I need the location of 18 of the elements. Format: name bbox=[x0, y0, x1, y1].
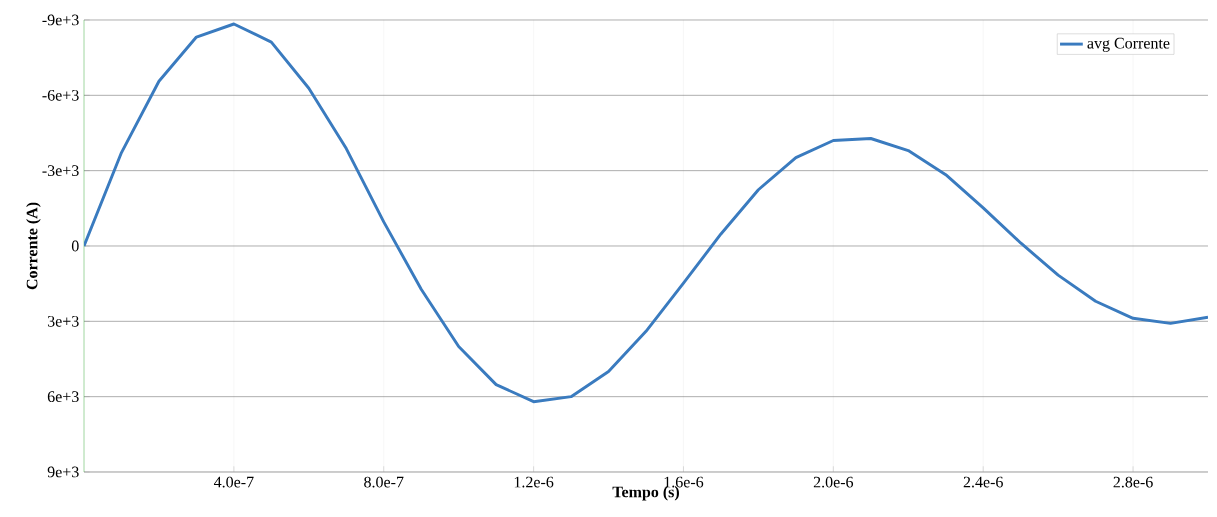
x-axis-title: Tempo (s) bbox=[612, 486, 679, 501]
y-tick-label: 9e+3 bbox=[47, 466, 79, 478]
y-tick-label: 6e+3 bbox=[47, 391, 79, 403]
x-tick-label: 8.0e-7 bbox=[364, 476, 404, 488]
x-tick-label: 2.4e-6 bbox=[963, 476, 1003, 488]
y-tick-label: 0 bbox=[71, 240, 79, 252]
x-tick-label: 4.0e-7 bbox=[213, 476, 254, 488]
y-tick-label: 3e+3 bbox=[47, 315, 79, 327]
legend-label: avg Corrente bbox=[1087, 37, 1170, 52]
x-tick-label: 1.6e-6 bbox=[664, 476, 704, 488]
x-tick-label: 1.2e-6 bbox=[514, 476, 554, 488]
x-tick-label: 2.8e-6 bbox=[1113, 476, 1153, 488]
y-axis-title: Corrente (A) bbox=[26, 202, 41, 290]
x-tick-label: 2.0e-6 bbox=[813, 476, 854, 488]
y-tick-label: -6e+3 bbox=[42, 89, 79, 101]
line-series bbox=[84, 22, 1208, 404]
y-tick-label: -9e+3 bbox=[42, 14, 79, 26]
y-tick-label: -3e+3 bbox=[42, 165, 79, 177]
